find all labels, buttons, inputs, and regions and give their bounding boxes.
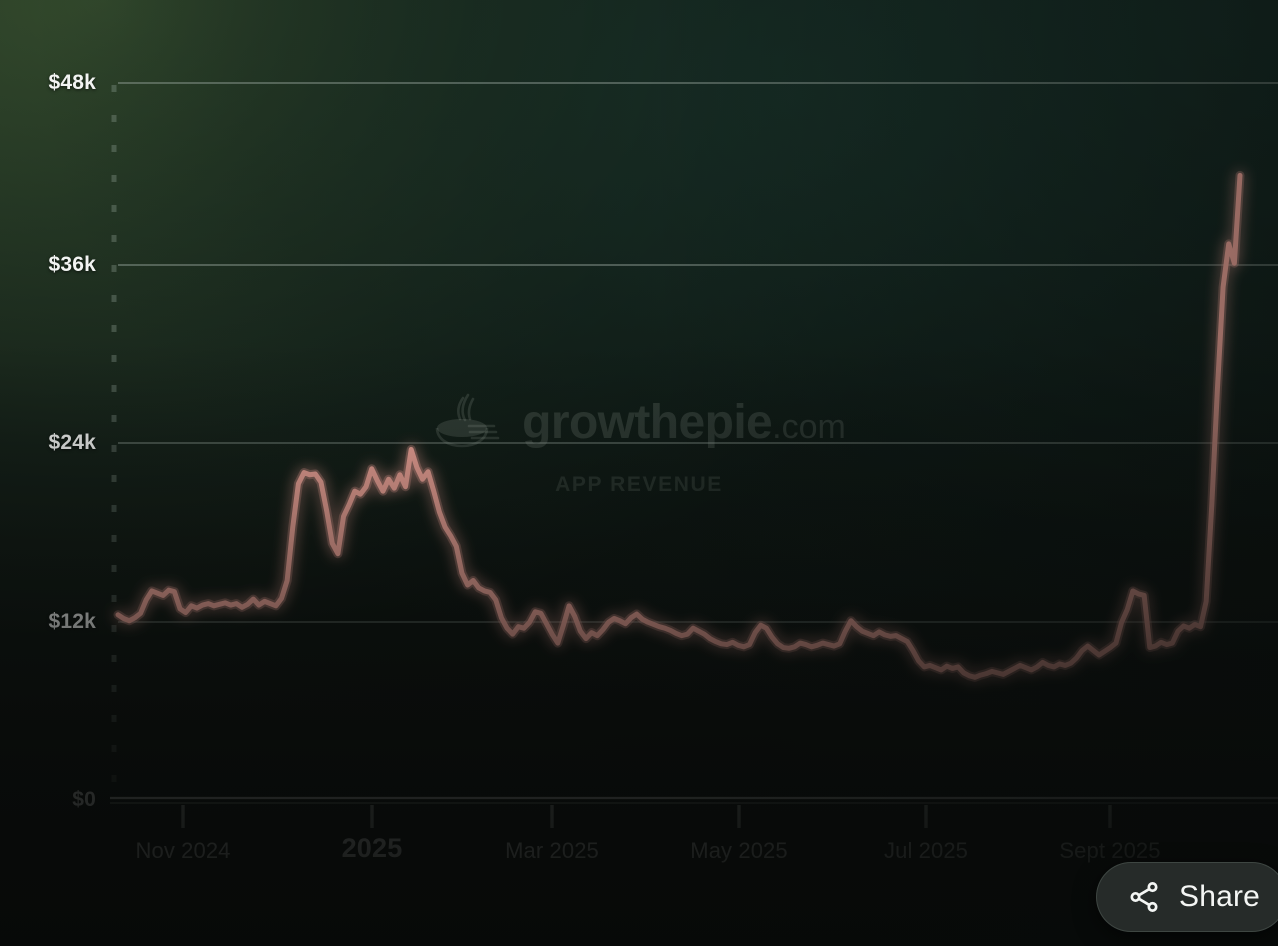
share-nodes-icon	[1130, 882, 1158, 912]
share-button[interactable]: Share	[1096, 862, 1278, 932]
share-button-label: Share	[1179, 880, 1261, 913]
